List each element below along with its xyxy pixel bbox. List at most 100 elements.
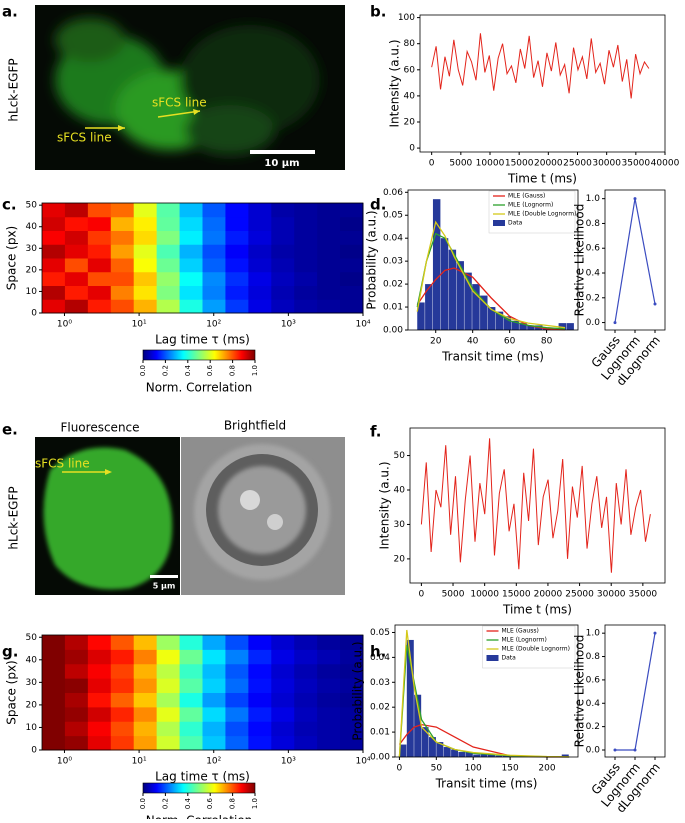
y-tick-label: 20: [394, 554, 406, 564]
colorbar-tick-label: 1.0: [251, 365, 259, 376]
heat-cell: [110, 721, 135, 737]
y-tick-label: 0.00: [370, 753, 390, 763]
heat-cell: [202, 244, 226, 259]
x-tick-label: 10²: [206, 320, 221, 330]
x-axis-label: Transit time (ms): [441, 350, 544, 364]
colorbar-tick-label: 0.6: [206, 364, 214, 376]
heat-cell: [202, 203, 226, 218]
heat-cell: [248, 635, 272, 650]
heat-cell: [179, 649, 203, 665]
colorbar-tick-label: 0.2: [161, 365, 169, 376]
y-tick-label: 40: [394, 486, 406, 496]
fit-curve: [416, 220, 566, 329]
x-tick-label: 25000: [563, 159, 592, 169]
hist-bar: [503, 316, 512, 330]
heat-cell: [294, 663, 318, 679]
heat-cell: [248, 735, 272, 751]
heat-cell: [340, 649, 364, 665]
y-tick-label: 50: [26, 201, 38, 211]
heat-cell: [340, 244, 364, 259]
y-axis-label: Space (px): [5, 226, 19, 290]
heat-cell: [133, 285, 158, 300]
heat-cell: [225, 299, 249, 314]
heat-cell: [87, 692, 112, 708]
heat-cell: [87, 706, 112, 722]
heat-cell: [225, 663, 249, 679]
point: [633, 197, 637, 201]
y-axis-label: Probability (a.u.): [351, 641, 365, 740]
heat-cell: [317, 203, 341, 218]
heat-cell: [179, 216, 203, 231]
heat-cell: [317, 230, 341, 245]
heat-cell: [110, 706, 135, 722]
heat-cell: [64, 721, 89, 737]
hist-bar: [495, 311, 504, 330]
heat-cell: [340, 230, 364, 245]
heat-cell: [271, 692, 295, 708]
heat-cell: [179, 271, 203, 286]
heat-cell: [225, 244, 249, 259]
heat-cell: [179, 663, 203, 679]
colorbar-tick-label: 0.0: [139, 798, 147, 809]
x-tick-label: 20000: [534, 590, 563, 600]
colorbar-tick-label: 0.0: [139, 365, 147, 376]
plot-frame: [41, 634, 364, 751]
heat-cell: [271, 721, 295, 737]
heat-cell: [202, 285, 226, 300]
heat-cell: [110, 678, 135, 693]
heat-cell: [317, 649, 341, 665]
heat-cell: [294, 258, 318, 273]
y-tick-label: 30: [26, 678, 38, 688]
heat-cell: [133, 692, 158, 708]
heat-cell: [64, 663, 89, 679]
heat-cell: [248, 258, 272, 273]
heat-cell: [156, 271, 181, 286]
y-tick-label: 40: [26, 655, 38, 665]
hist-bar: [566, 323, 574, 330]
heat-cell: [156, 299, 181, 314]
heat-cell: [87, 299, 112, 314]
heat-cell: [110, 663, 135, 679]
heat-cell: [225, 271, 249, 286]
heat-cell: [294, 216, 318, 231]
point: [613, 748, 617, 752]
heat-cell: [294, 285, 318, 300]
y-tick-label: 100: [398, 13, 415, 23]
x-tick-label: 10³: [281, 320, 296, 330]
heat-cell: [317, 244, 341, 259]
heat-cell: [202, 230, 226, 245]
hist-bar: [465, 752, 473, 757]
hist-bar: [464, 272, 472, 330]
y-tick-label: 0.8: [586, 219, 601, 229]
plot-frame: [41, 202, 364, 314]
y-tick-label: 0.05: [383, 211, 403, 221]
hist-bar: [406, 639, 414, 757]
heat-cell: [156, 663, 181, 679]
heat-cell: [340, 285, 364, 300]
y-tick-label: 1.0: [586, 629, 601, 639]
x-tick-label: 50: [431, 764, 443, 774]
heat-cell: [156, 735, 181, 751]
colorbar: [142, 782, 256, 794]
heat-cell: [317, 258, 341, 273]
hist-bar: [487, 307, 496, 330]
heat-cell: [317, 216, 341, 231]
y-tick-label: 10: [26, 723, 38, 733]
heat-cell: [202, 663, 226, 679]
colorbar-tick-label: 0.4: [184, 364, 192, 376]
heat-cell: [317, 735, 341, 751]
hist-bar: [436, 742, 444, 757]
y-tick-label: 0.00: [383, 326, 403, 336]
heat-cell: [110, 230, 135, 245]
heat-cell: [156, 721, 181, 737]
heat-cell: [64, 271, 89, 286]
heat-cell: [271, 635, 295, 650]
heat-cell: [317, 299, 341, 314]
y-axis-label: Intensity (a.u.): [388, 40, 402, 128]
x-tick-label: 30000: [592, 159, 621, 169]
heat-cell: [179, 706, 203, 722]
x-tick-label: 5000: [449, 159, 472, 169]
heat-cell: [317, 271, 341, 286]
hist-bar: [448, 249, 457, 330]
